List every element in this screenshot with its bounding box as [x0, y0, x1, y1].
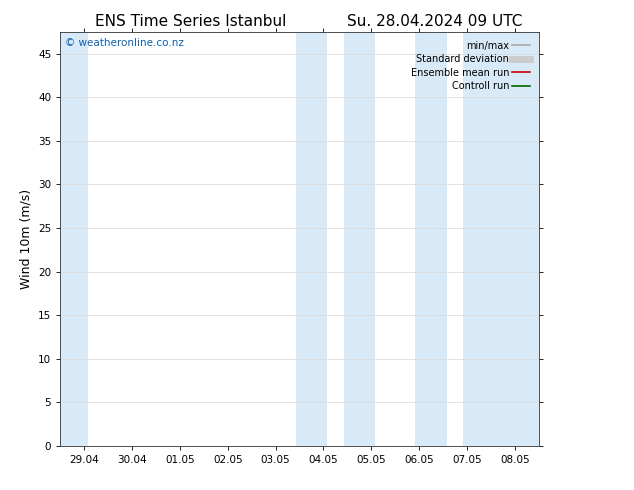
Legend: min/max, Standard deviation, Ensemble mean run, Controll run: min/max, Standard deviation, Ensemble me… [409, 39, 532, 93]
Bar [60, 32, 88, 446]
Bar [415, 32, 447, 446]
Text: © weatheronline.co.nz: © weatheronline.co.nz [65, 38, 184, 48]
Bar [295, 32, 327, 446]
Bar [344, 32, 375, 446]
Text: Su. 28.04.2024 09 UTC: Su. 28.04.2024 09 UTC [347, 14, 522, 29]
Bar [463, 32, 539, 446]
Text: ENS Time Series Istanbul: ENS Time Series Istanbul [94, 14, 286, 29]
Y-axis label: Wind 10m (m/s): Wind 10m (m/s) [20, 189, 32, 289]
